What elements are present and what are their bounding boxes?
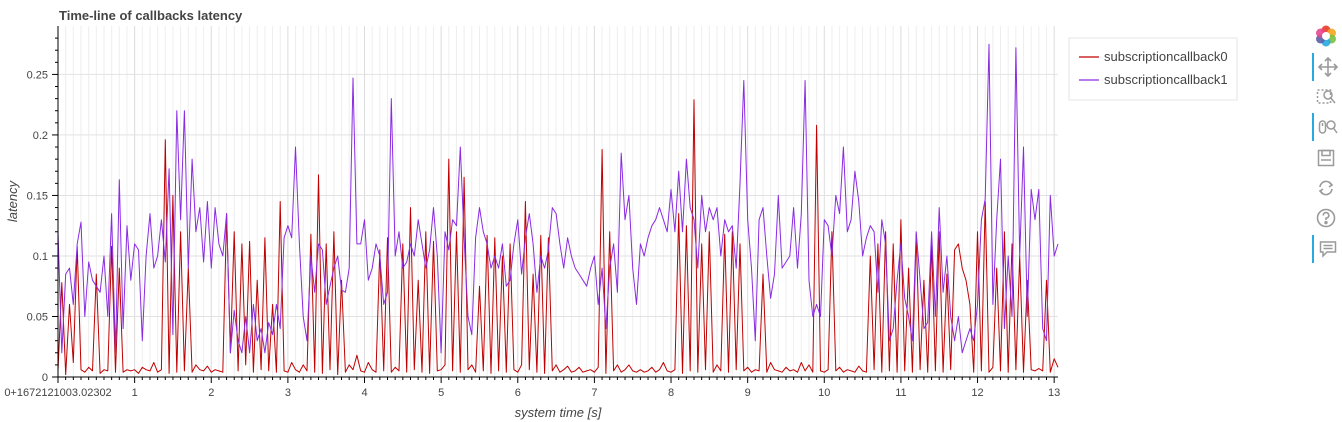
x-tick-label: 12 <box>971 387 983 399</box>
chart-container: 0+1672121003.02302 1 2 3 4 5 6 7 8 9 10 11 12 13 0 0.05… <box>0 0 1300 422</box>
x-tick-label: 3 <box>285 387 291 399</box>
y-tick-label: 0.05 <box>27 311 48 323</box>
x-tick-label: 13 <box>1048 387 1060 399</box>
bokeh-logo-icon[interactable] <box>1312 22 1340 50</box>
legend-label: subscriptioncallback1 <box>1104 72 1228 87</box>
x-tick-label: 2 <box>208 387 214 399</box>
y-axis-label: latency <box>5 179 20 222</box>
y-tick-label: 0.2 <box>33 130 48 142</box>
reset-icon[interactable] <box>1312 174 1340 202</box>
box-zoom-icon[interactable] <box>1312 83 1340 111</box>
hover-icon[interactable] <box>1312 235 1342 263</box>
legend-box <box>1068 37 1238 101</box>
save-icon[interactable] <box>1312 144 1340 172</box>
y-tick-label: 0 <box>42 372 48 384</box>
x-tick-label: 9 <box>745 387 751 399</box>
wheel-zoom-icon[interactable] <box>1312 113 1342 141</box>
x-origin-label: 0+1672121003.02302 <box>4 387 111 399</box>
legend: subscriptioncallback0 subscriptioncallbac… <box>1068 37 1238 101</box>
x-tick-label: 8 <box>668 387 674 399</box>
x-tick-label: 1 <box>132 387 138 399</box>
legend-label: subscriptioncallback0 <box>1104 49 1228 64</box>
y-tick-label: 0.1 <box>33 251 48 263</box>
x-tick-label: 10 <box>818 387 830 399</box>
chart-title: Time-line of callbacks latency <box>59 8 243 23</box>
x-tick-label: 7 <box>591 387 597 399</box>
pan-icon[interactable] <box>1312 53 1342 81</box>
x-tick-label: 5 <box>438 387 444 399</box>
plot-area <box>58 26 1058 377</box>
x-tick-label: 6 <box>515 387 521 399</box>
latency-chart[interactable]: 0+1672121003.02302 1 2 3 4 5 6 7 8 9 10 11 12 1300.05… <box>0 0 1300 422</box>
x-axis-label: system time [s] <box>515 405 602 420</box>
y-tick-label: 0.15 <box>27 190 48 202</box>
grid-lines <box>57 26 1058 378</box>
series-line-subscriptioncallback1 <box>57 43 1059 354</box>
x-tick-label: 4 <box>361 387 367 399</box>
help-icon[interactable] <box>1312 204 1340 232</box>
x-tick-label: 11 <box>895 387 906 399</box>
y-tick-label: 0.25 <box>27 69 48 81</box>
series-line-subscriptioncallback0 <box>57 99 1059 376</box>
